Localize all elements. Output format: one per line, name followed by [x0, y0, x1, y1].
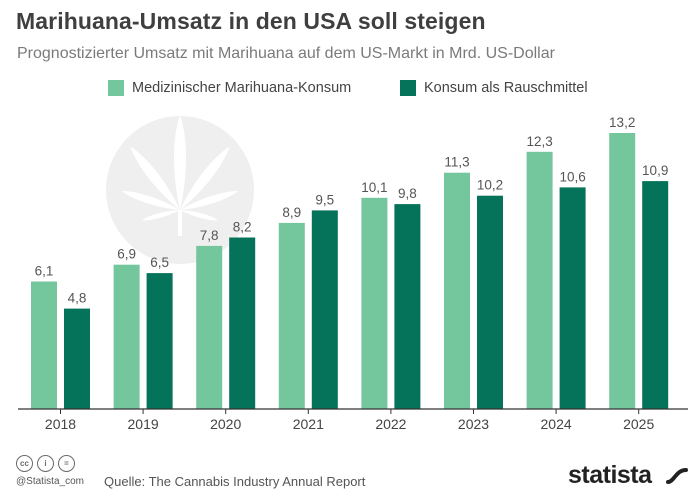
bar-medical-2025 [609, 133, 636, 409]
x-tick-labels-group: 2018 2019 2020 2021 2022 2023 2024 2025 [45, 416, 655, 432]
nd-icon: = [58, 455, 75, 472]
bar-recreational-2019 [146, 273, 173, 409]
cc-icon: cc [16, 455, 33, 472]
x-tick-label-2023: 2023 [458, 416, 489, 432]
value-label-medical-2024: 12,3 [526, 134, 552, 149]
bar-medical-2018 [31, 281, 57, 409]
bars-group [31, 133, 669, 410]
value-label-recreational-2019: 6,5 [150, 255, 169, 270]
value-label-recreational-2023: 10,2 [477, 178, 503, 193]
value-label-recreational-2018: 4,8 [68, 291, 87, 306]
bar-recreational-2021 [311, 210, 338, 409]
bar-medical-2024 [526, 151, 553, 410]
bar-medical-2019 [113, 264, 140, 409]
value-label-medical-2025: 13,2 [609, 115, 635, 130]
bar-recreational-2022 [394, 204, 421, 409]
bar-recreational-2020 [229, 237, 256, 409]
bar-recreational-2018 [64, 308, 90, 409]
value-label-recreational-2021: 9,5 [315, 192, 334, 207]
statista-handle: @Statista_com [16, 476, 84, 487]
x-tick-label-2020: 2020 [210, 416, 241, 432]
x-tick-label-2019: 2019 [128, 416, 159, 432]
source-note: Quelle: The Cannabis Industry Annual Rep… [104, 474, 366, 489]
value-label-medical-2021: 8,9 [282, 205, 301, 220]
value-label-recreational-2025: 10,9 [642, 163, 668, 178]
chart-title: Marihuana-Umsatz in den USA soll steigen [16, 8, 486, 34]
bar-recreational-2025 [642, 181, 669, 409]
bar-medical-2022 [361, 197, 388, 409]
statista-logo: statista [568, 461, 652, 489]
value-label-medical-2019: 6,9 [117, 247, 136, 262]
value-label-recreational-2020: 8,2 [233, 220, 252, 235]
value-label-medical-2018: 6,1 [35, 264, 54, 279]
legend-label-recreational: Konsum als Rauschmittel [424, 80, 588, 96]
chart-subtitle: Prognostizierter Umsatz mit Marihuana au… [17, 45, 555, 62]
bar-medical-2021 [278, 222, 305, 409]
legend-swatch-recreational [400, 80, 416, 96]
x-tick-label-2021: 2021 [293, 416, 324, 432]
watermark-leaf-icon [106, 115, 254, 264]
value-label-medical-2020: 7,8 [200, 228, 219, 243]
bar-medical-2020 [196, 245, 223, 409]
legend-swatch-medical [108, 80, 124, 96]
value-labels-group: 6,1 4,8 6,9 6,5 7,8 8,2 8,9 9,5 10,1 9,8 11,3 10,2 1… [35, 115, 669, 306]
x-tick-label-2022: 2022 [375, 416, 406, 432]
legend-item-recreational: Konsum als Rauschmittel [400, 80, 588, 96]
value-label-recreational-2024: 10,6 [559, 169, 585, 184]
legend-label-medical: Medizinischer Marihuana-Konsum [132, 80, 352, 96]
x-tick-label-2024: 2024 [541, 416, 572, 432]
bar-recreational-2023 [477, 195, 503, 409]
bar-medical-2023 [444, 172, 470, 409]
x-tick-label-2025: 2025 [623, 416, 654, 432]
license-icons: cc i = [16, 455, 75, 472]
by-icon: i [37, 455, 54, 472]
x-ticks-group [60, 409, 640, 414]
x-tick-label-2018: 2018 [45, 416, 76, 432]
bar-recreational-2024 [559, 187, 586, 409]
legend-item-medical: Medizinischer Marihuana-Konsum [108, 80, 351, 96]
value-label-medical-2022: 10,1 [361, 180, 387, 195]
value-label-recreational-2022: 9,8 [398, 186, 417, 201]
statista-logo-mark-icon [666, 468, 688, 484]
value-label-medical-2023: 11,3 [444, 155, 469, 170]
